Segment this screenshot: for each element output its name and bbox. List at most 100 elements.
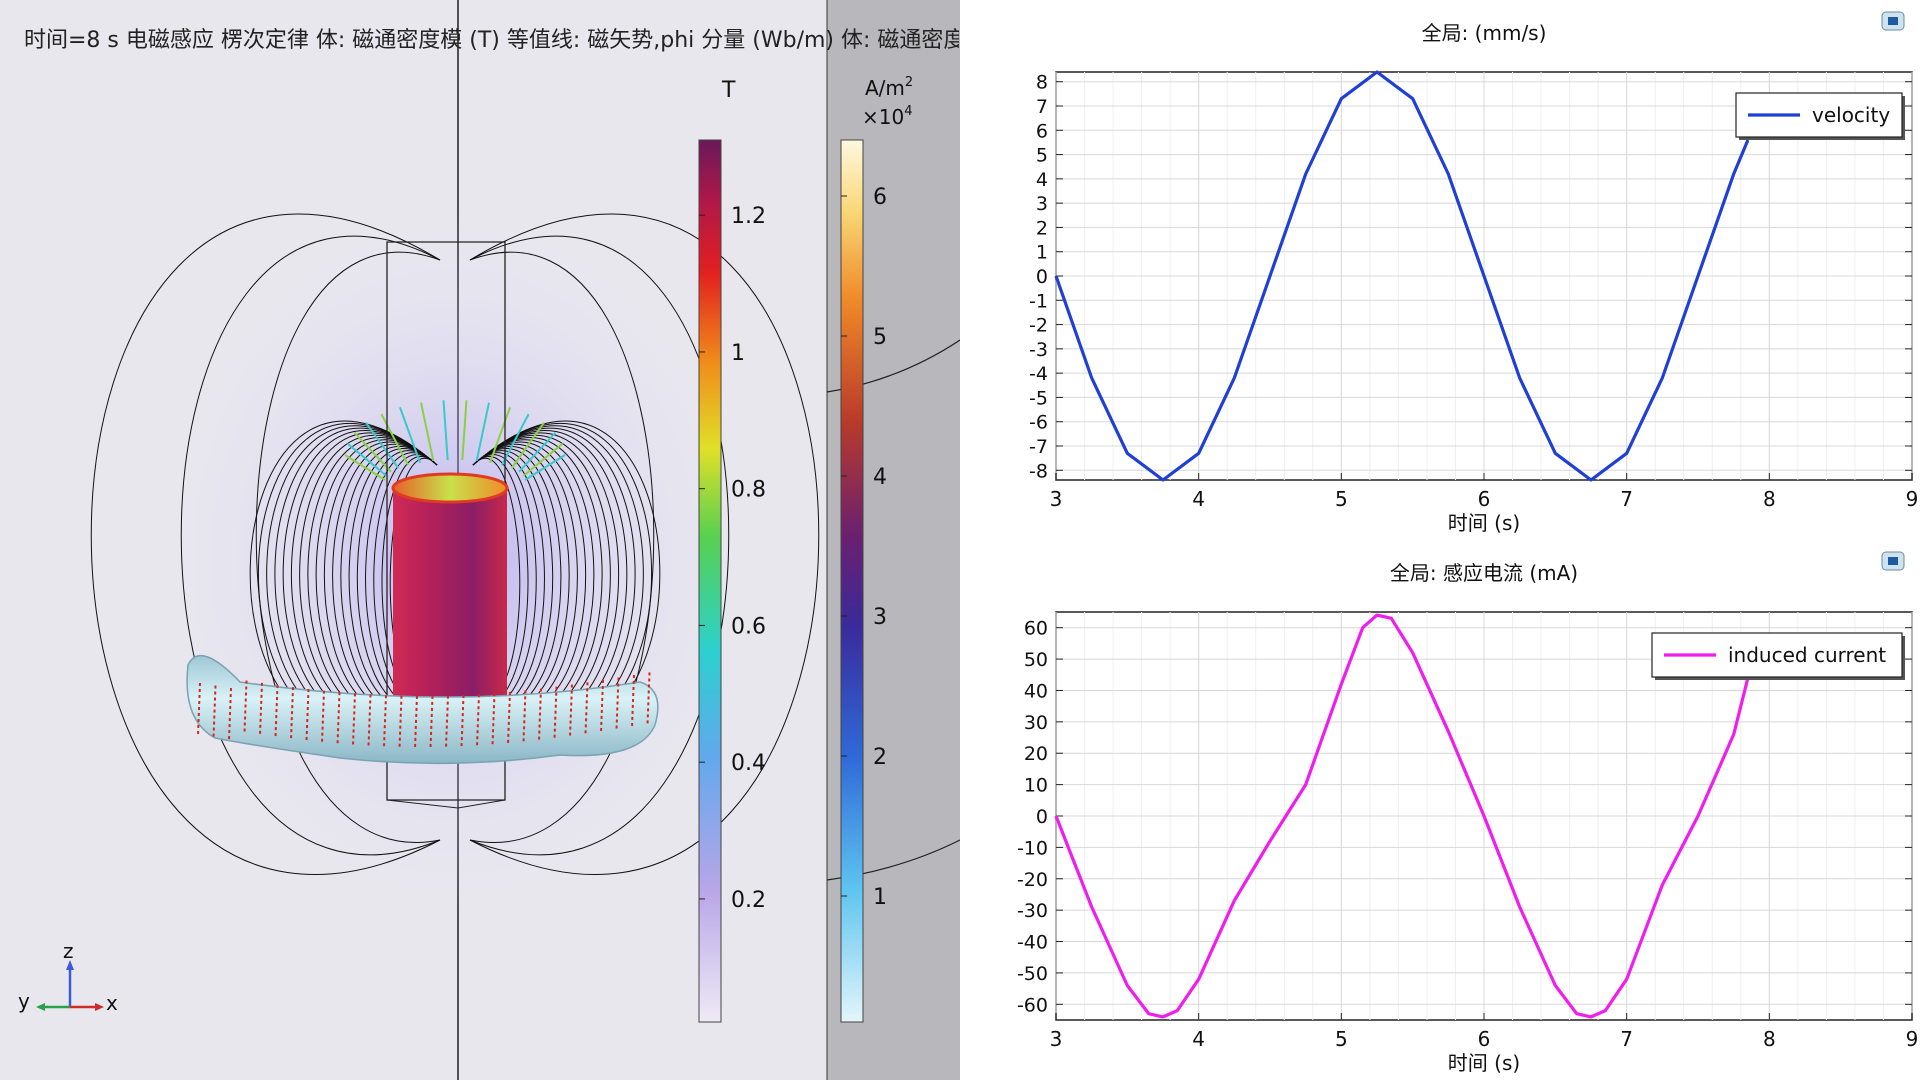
field-line: [469, 235, 730, 856]
magnet-body: [393, 488, 507, 703]
colorbar-T-unit: T: [721, 78, 736, 103]
coil-turn: [259, 682, 263, 735]
coil[interactable]: [186, 655, 659, 765]
y-tick-label: -40: [1017, 932, 1048, 954]
y-tick-label: -7: [1029, 436, 1048, 458]
field-line: [469, 213, 820, 875]
y-tick-label: 3: [1036, 193, 1048, 215]
coil-turn: [321, 690, 325, 743]
y-tick-label: -8: [1029, 460, 1048, 482]
triad-x-head: [95, 1003, 104, 1011]
x-axis-label: 时间 (s): [1448, 1051, 1520, 1075]
x-tick-label: 8: [1763, 1027, 1776, 1051]
simulation-view[interactable]: T 1.2 1 0.8 0.6 0.4 0.2 A/m2 ×104 6 5 4 3 2 1 z y …: [0, 0, 960, 1080]
y-tick-label: -4: [1029, 363, 1048, 385]
triad-y-label: y: [18, 989, 30, 1013]
colorbar-J-unit: A/m2: [865, 75, 913, 100]
coil-turn: [584, 682, 589, 735]
coil-turn: [553, 686, 558, 739]
series-line-velocity[interactable]: [1054, 70, 1750, 482]
colorbar-tick-label: 6: [873, 185, 887, 210]
coil-turn: [274, 685, 279, 738]
x-tick-label: 3: [1050, 487, 1063, 511]
colorbar-tick-label: 1: [731, 341, 745, 366]
x-tick-label: 5: [1335, 487, 1348, 511]
x-tick-label: 8: [1763, 487, 1776, 511]
colorbar-T-gradient: [698, 139, 722, 1023]
colorbar-tick-label: 2: [873, 745, 887, 770]
field-line-colored: [489, 407, 511, 464]
field-line-colored: [518, 431, 557, 473]
coil-turn: [646, 672, 651, 725]
coil-turn: [367, 694, 372, 747]
y-tick-label: -1: [1029, 290, 1048, 312]
x-tick-label: 7: [1620, 1027, 1633, 1051]
y-tick-label: 0: [1036, 266, 1048, 288]
x-tick-label: 9: [1906, 487, 1919, 511]
x-tick-label: 6: [1478, 1027, 1491, 1051]
series-line-induced-current[interactable]: [1054, 613, 1750, 1019]
magnet-cap-rim: [391, 472, 509, 504]
colorbar-J-gradient: [840, 139, 864, 1023]
x-tick-label: 9: [1906, 1027, 1919, 1051]
coil-turn: [445, 695, 449, 748]
coil-turn: [336, 692, 341, 745]
y-tick-label: -6: [1029, 412, 1048, 434]
coil-turn: [212, 685, 217, 738]
coil-turn: [398, 695, 403, 748]
legend-box: [1651, 632, 1903, 678]
y-tick-label: 20: [1024, 743, 1048, 765]
charts-panel: 全局: (mm/s) 3 4 5 6 7 8 9 8 7 6 5 4 3 2 1 0 -1 -2 -3 -4 -5 -6 -7…: [960, 0, 1920, 1080]
simulation-title: 时间=8 s 电磁感应 楞次定律 体: 磁通密度模 (T) 等值线: 磁矢势,p…: [24, 28, 959, 53]
triad-x-label: x: [106, 991, 118, 1015]
y-tick-label: 40: [1024, 680, 1048, 702]
coil-turn: [228, 688, 232, 741]
chart-title: 全局: (mm/s): [1422, 21, 1547, 45]
legend-label: velocity: [1812, 103, 1890, 127]
colorbar-J-scale: ×104: [862, 104, 913, 129]
field-line-colored: [353, 431, 392, 473]
y-tick-label: 8: [1036, 72, 1048, 94]
colorbar-flux-density: T 1.2 1 0.8 0.6 0.4 0.2: [698, 78, 766, 1023]
coil-turn: [460, 695, 465, 748]
triad-z-label: z: [63, 939, 74, 963]
y-tick-label: 30: [1024, 712, 1048, 734]
simulation-canvas[interactable]: T 1.2 1 0.8 0.6 0.4 0.2 A/m2 ×104 6 5 4 3 2 1 z y …: [0, 0, 960, 1080]
y-tick-label: -60: [1017, 994, 1048, 1016]
velocity-chart[interactable]: 全局: (mm/s)3 4 5 6 7 8 9876543210-1-2-3-4-5-6-7…: [1029, 11, 1919, 535]
colorbar-current-density: A/m2 ×104 6 5 4 3 2 1: [840, 75, 913, 1023]
coil-turn: [429, 695, 434, 748]
triad-y-head: [36, 1003, 45, 1011]
coil-turn: [197, 682, 201, 736]
coil-turn: [476, 694, 480, 747]
colorbar-T-ticks: 1.2 1 0.8 0.6 0.4 0.2: [699, 204, 766, 913]
coil-turn: [538, 688, 542, 741]
chart-settings-icon-inner: [1888, 17, 1898, 25]
y-tick-label: 60: [1024, 618, 1048, 640]
induced-current-chart[interactable]: 全局: 感应电流 (mA) 3 4 5 6 7 8 9 60 50 40 30 20 10 0 -10 -20 -…: [1017, 551, 1919, 1075]
coil-turn: [290, 687, 294, 740]
field-line-colored: [522, 442, 564, 477]
coil-turn: [243, 680, 248, 733]
coil-turn: [491, 693, 496, 746]
y-tick-label: 1: [1036, 242, 1048, 264]
colorbar-tick-label: 0.8: [731, 478, 766, 503]
coil-turn: [507, 691, 511, 744]
field-line-colored: [510, 422, 545, 469]
field-line-colored: [500, 413, 530, 466]
y-tick-label: -30: [1017, 900, 1048, 922]
coil-turn: [383, 695, 387, 748]
magnet[interactable]: [391, 472, 509, 703]
colorbar-tick-label: 1: [873, 885, 887, 910]
colorbar-tick-label: 0.4: [731, 751, 766, 776]
field-line-colored: [461, 400, 468, 461]
field-line-colored: [420, 402, 435, 462]
y-tick-label: 5: [1036, 145, 1048, 167]
axis-triad: z y x: [18, 939, 118, 1015]
x-tick-label: 4: [1192, 487, 1205, 511]
colorbar-tick-label: 3: [873, 605, 887, 630]
x-axis-label: 时间 (s): [1448, 511, 1520, 535]
chart-settings-icon-inner: [1888, 557, 1898, 565]
field-line: [180, 235, 441, 856]
colorbar-tick-label: 4: [873, 465, 887, 490]
